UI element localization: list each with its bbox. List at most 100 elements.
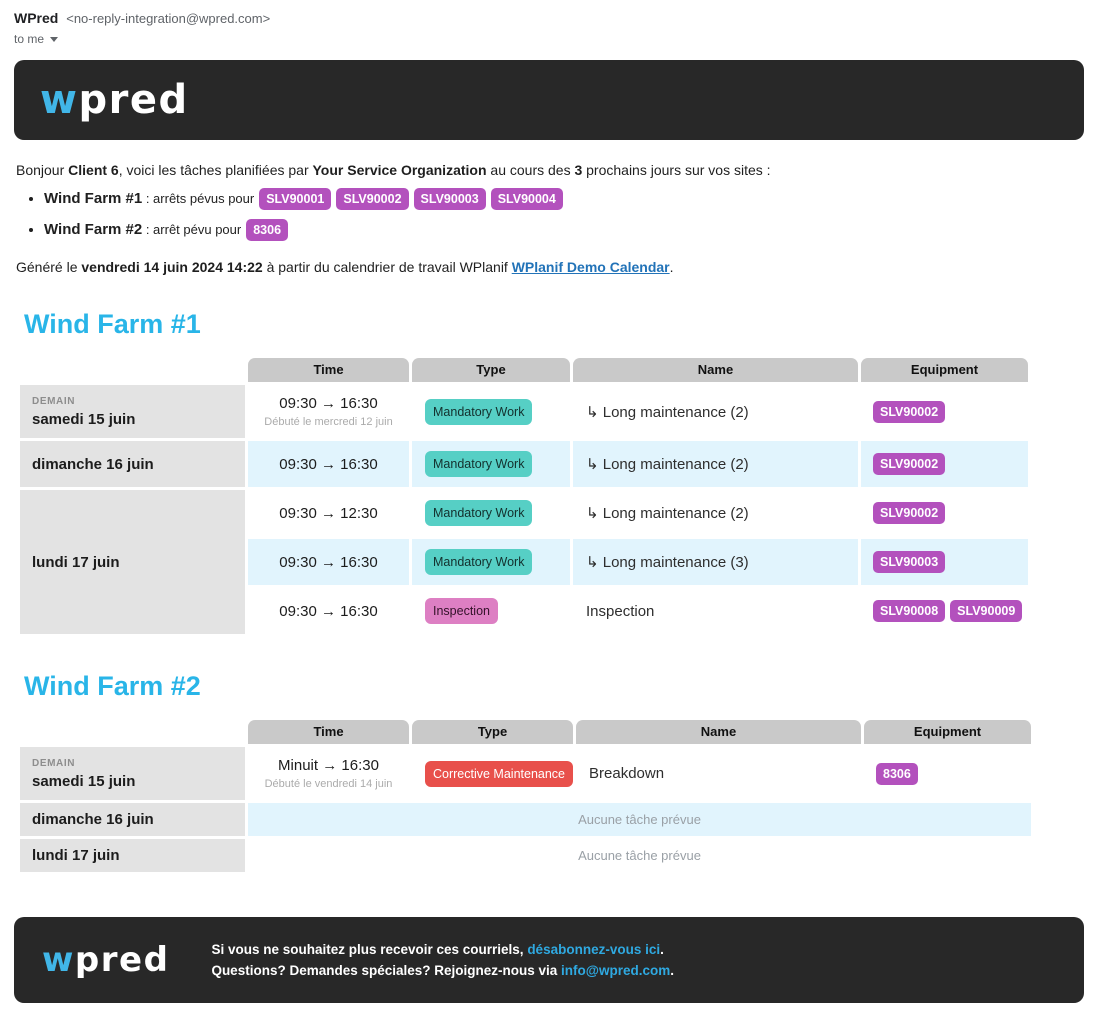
intro-mid1: , voici les tâches planifiées par <box>118 162 313 178</box>
unsubscribe-suffix: . <box>660 942 664 957</box>
equipment-badge: SLV90009 <box>950 600 1023 622</box>
time-range: 09:30 → 16:30 <box>279 395 378 412</box>
calendar-link[interactable]: WPlanif Demo Calendar <box>511 259 670 275</box>
generated-prefix: Généré le <box>16 259 82 275</box>
sections-container: Wind Farm #1 Time Type Name Equipment DEMAIN s… <box>14 309 1084 875</box>
type-cell: Mandatory Work <box>412 385 570 438</box>
equipment-badge: SLV90001 <box>259 188 332 210</box>
column-header: Time <box>248 720 409 744</box>
time-note: Débuté le vendredi 14 juin <box>264 778 393 790</box>
equipment-badge: SLV90004 <box>490 188 563 210</box>
equipment-cell: SLV90003 <box>861 539 1028 585</box>
summary-text: : arrêt pévu pour <box>142 222 242 237</box>
type-cell: Mandatory Work <box>412 441 570 487</box>
intro-text: Bonjour Client 6, voici les tâches plani… <box>16 162 1084 178</box>
tomorrow-tag: DEMAIN <box>32 395 76 407</box>
task-type-badge: Mandatory Work <box>425 500 533 526</box>
section-title: Wind Farm #2 <box>24 671 201 701</box>
equipment-badge: SLV90003 <box>413 188 486 210</box>
footer-text: Si vous ne souhaitez plus recevoir ces c… <box>211 939 674 981</box>
table-row: lundi 17 juin 09:30 → 12:30 Mandatory Work… <box>20 490 1028 634</box>
summary-item: Wind Farm #1 : arrêts pévus pour SLV90001… <box>44 188 1084 210</box>
task-type-badge: Inspection <box>425 598 498 624</box>
table-header-row: Time Type Name Equipment <box>20 358 1028 382</box>
no-task-cell: Aucune tâche prévue <box>248 839 1032 872</box>
wpred-logo-footer: wpred <box>42 943 169 977</box>
equipment-cell: SLV90002 <box>861 441 1028 487</box>
logo-rest: pred <box>74 940 170 980</box>
table-row: dimanche 16 juin 09:30 → 16:30 Mandatory W… <box>20 441 1028 487</box>
task-type-badge: Mandatory Work <box>425 549 533 575</box>
equipment-badge: SLV90008 <box>873 600 946 622</box>
table-row: 09:30 → 16:30 Mandatory Work ↳ Long mainte… <box>20 539 1028 585</box>
equipment-cell: SLV90008 SLV90009 <box>861 588 1028 634</box>
column-header: Type <box>412 720 574 744</box>
date-cell: dimanche 16 juin <box>20 441 245 487</box>
table-corner-cell <box>20 358 245 382</box>
contact-suffix: . <box>670 963 674 978</box>
task-type-badge: Corrective Maintenance <box>425 760 574 787</box>
time-range: 09:30 → 16:30 <box>279 553 378 571</box>
task-name-cell: ↳ Long maintenance (2) <box>573 385 858 438</box>
column-header: Equipment <box>861 358 1028 382</box>
time-range: 09:30 → 16:30 <box>279 602 378 620</box>
tomorrow-tag: DEMAIN <box>32 757 76 769</box>
time-note: Débuté le mercredi 12 juin <box>264 416 393 428</box>
org-name: Your Service Organization <box>312 162 487 178</box>
no-task-cell: Aucune tâche prévue <box>248 803 1032 836</box>
column-header: Equipment <box>864 720 1032 744</box>
date-label: samedi 15 juin <box>32 410 136 428</box>
time-range: 09:30 → 12:30 <box>279 504 378 522</box>
contact-email-link[interactable]: info@wpred.com <box>561 963 671 978</box>
logo-rest: pred <box>78 77 189 123</box>
date-label: samedi 15 juin <box>32 772 136 790</box>
type-cell: Inspection <box>412 588 570 634</box>
task-name-cell: ↳ Long maintenance (2) <box>573 490 858 536</box>
task-name-cell: ↳ Long maintenance (2) <box>573 441 858 487</box>
footer-banner: wpred Si vous ne souhaitez plus recevoir… <box>14 917 1084 1003</box>
table-corner-cell <box>20 720 245 744</box>
summary-text: : arrêts pévus pour <box>142 191 255 206</box>
tasks-table: Time Type Name Equipment DEMAIN samedi 15 jui… <box>17 355 1031 637</box>
equipment-cell: 8306 <box>864 747 1032 800</box>
column-header: Name <box>573 358 858 382</box>
column-header: Time <box>248 358 409 382</box>
time-cell: 09:30 → 12:30 <box>248 490 409 536</box>
summary-item: Wind Farm #2 : arrêt pévu pour 8306 <box>44 219 1084 241</box>
details-chevron-down-icon[interactable] <box>50 36 59 42</box>
site-name: Wind Farm #1 <box>44 190 143 207</box>
unsubscribe-link[interactable]: désabonnez-vous ici <box>527 942 661 957</box>
table-row: dimanche 16 juin Aucune tâche prévue <box>20 803 1032 836</box>
date-label: lundi 17 juin <box>32 847 120 864</box>
intro-mid2: au cours des <box>486 162 575 178</box>
date-cell: lundi 17 juin <box>20 839 245 872</box>
equipment-badge: 8306 <box>246 219 289 241</box>
date-cell: DEMAIN samedi 15 juin <box>20 747 245 800</box>
table-row: 09:30 → 16:30 Inspection Inspection SLV9000… <box>20 588 1028 634</box>
days-count: 3 <box>574 162 583 178</box>
generated-datetime: vendredi 14 juin 2024 14:22 <box>81 259 263 275</box>
column-header: Type <box>412 358 570 382</box>
date-cell: DEMAIN samedi 15 juin <box>20 385 245 438</box>
generated-line: Généré le vendredi 14 juin 2024 14:22 à … <box>16 259 1084 275</box>
contact-prefix: Questions? Demandes spéciales? Rejoignez… <box>211 963 562 978</box>
recipient-label: to me <box>14 32 45 46</box>
task-name-cell: ↳ Long maintenance (3) <box>573 539 858 585</box>
section-title: Wind Farm #1 <box>24 309 201 339</box>
task-name-cell: Inspection <box>573 588 858 634</box>
equipment-cell: SLV90002 <box>861 385 1028 438</box>
sender-address: <no-reply-integration@wpred.com> <box>66 11 271 26</box>
intro-suffix: prochains jours sur vos sites : <box>582 162 771 178</box>
task-type-badge: Mandatory Work <box>425 398 533 425</box>
logo-letter-w: w <box>40 77 79 123</box>
time-cell: 09:30 → 16:30 <box>248 588 409 634</box>
date-label: lundi 17 juin <box>32 553 120 571</box>
recipient-row: to me <box>14 32 1084 46</box>
time-range: 09:30 → 16:30 <box>279 455 378 473</box>
unsubscribe-prefix: Si vous ne souhaitez plus recevoir ces c… <box>211 942 528 957</box>
type-cell: Mandatory Work <box>412 490 570 536</box>
unsubscribe-line: Si vous ne souhaitez plus recevoir ces c… <box>211 939 674 960</box>
time-range: Minuit → 16:30 <box>278 757 379 774</box>
intro-prefix: Bonjour <box>16 162 69 178</box>
generated-suffix: . <box>669 259 674 275</box>
